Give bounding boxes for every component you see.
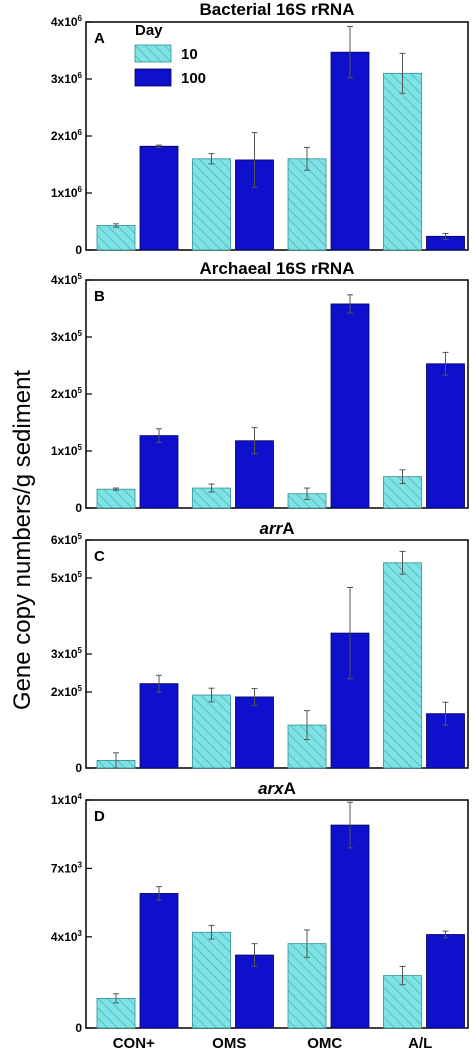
bar-day10-oms bbox=[192, 931, 231, 1029]
x-tick-label: CON+ bbox=[113, 1035, 155, 1052]
bar-day10-con bbox=[96, 225, 136, 251]
y-tick-label: 5x105 bbox=[51, 570, 83, 585]
y-tick-label: 0 bbox=[75, 1021, 82, 1035]
bar-day100-oms bbox=[235, 696, 274, 769]
chart-title: Bacterial 16S rRNA bbox=[200, 0, 355, 19]
y-tick-label: 4x103 bbox=[51, 929, 83, 944]
legend-swatch-100 bbox=[134, 68, 172, 87]
bar-day100-con bbox=[139, 145, 179, 251]
chart-title: arrA bbox=[260, 519, 295, 538]
y-tick-label: 2x106 bbox=[51, 128, 83, 143]
panel-label: D bbox=[94, 808, 105, 825]
bar-day100-con bbox=[139, 435, 179, 509]
chart-title: arxA bbox=[258, 779, 296, 798]
legend-title: Day bbox=[135, 22, 163, 39]
y-tick-label: 3x105 bbox=[51, 646, 83, 661]
bar-day100-oms bbox=[235, 954, 274, 1029]
bar-day10-al bbox=[383, 562, 422, 769]
bar-day100-omc bbox=[330, 303, 370, 509]
chart-panel-c: arrA C 0 2x105 3x105 5x105 6x105 bbox=[51, 519, 469, 775]
y-tick-label: 4x105 bbox=[51, 272, 83, 287]
bar-day100-omc bbox=[330, 632, 370, 769]
y-tick-label: 0 bbox=[75, 243, 82, 257]
legend-label-10: 10 bbox=[181, 46, 198, 63]
x-tick-label: OMC bbox=[307, 1035, 342, 1052]
chart-panels: Bacterial 16S rRNA A 0 1x106 2x106 3x106 4x106… bbox=[51, 0, 469, 1035]
y-tick-label: 1x106 bbox=[51, 185, 83, 200]
y-tick-label: 7x103 bbox=[51, 860, 83, 875]
y-tick-label: 1x105 bbox=[51, 443, 83, 458]
chart-panel-b: Archaeal 16S rRNA B 0 1x105 2x105 3x105 4x105 bbox=[51, 259, 469, 515]
legend-swatch-10 bbox=[134, 44, 172, 63]
x-axis-tick-labels: CON+ OMS OMC A/L bbox=[113, 1035, 433, 1052]
y-tick-label: 0 bbox=[75, 501, 82, 515]
chart-title: Archaeal 16S rRNA bbox=[200, 259, 355, 278]
plot-frame bbox=[85, 799, 469, 1029]
x-tick-label: OMS bbox=[212, 1035, 246, 1052]
panel-label: A bbox=[94, 30, 105, 47]
bar-day10-al bbox=[383, 72, 422, 251]
y-tick-label: 4x106 bbox=[51, 14, 83, 29]
bar-day100-al bbox=[426, 934, 465, 1029]
x-tick-label: A/L bbox=[408, 1035, 432, 1052]
bar-day10-omc bbox=[287, 158, 327, 251]
bar-day10-con bbox=[96, 488, 136, 509]
bar-day100-al bbox=[426, 363, 465, 509]
y-tick-label: 6x105 bbox=[51, 532, 83, 547]
bar-day100-con bbox=[139, 893, 179, 1029]
bar-day100-omc bbox=[330, 51, 370, 251]
chart-panel-a: Bacterial 16S rRNA A 0 1x106 2x106 3x106 4x106… bbox=[51, 0, 469, 257]
bar-day100-con bbox=[139, 683, 179, 769]
panel-label: B bbox=[94, 288, 105, 305]
y-tick-label: 1x104 bbox=[51, 792, 83, 807]
bar-day10-oms bbox=[192, 694, 231, 769]
y-tick-label: 0 bbox=[75, 761, 82, 775]
bar-day10-oms bbox=[192, 158, 231, 251]
y-tick-label: 2x105 bbox=[51, 684, 83, 699]
y-tick-label: 3x106 bbox=[51, 71, 83, 86]
y-tick-label: 3x105 bbox=[51, 329, 83, 344]
panel-label: C bbox=[94, 548, 105, 565]
legend: Day 10 100 bbox=[134, 22, 206, 87]
y-tick-label: 2x105 bbox=[51, 386, 83, 401]
bar-day100-omc bbox=[330, 824, 370, 1029]
y-axis-label: Gene copy numbers/g sediment bbox=[9, 370, 36, 711]
legend-label-100: 100 bbox=[181, 70, 206, 87]
chart-panel-d: arxA D 0 4x103 7x103 1x104 bbox=[51, 779, 469, 1035]
